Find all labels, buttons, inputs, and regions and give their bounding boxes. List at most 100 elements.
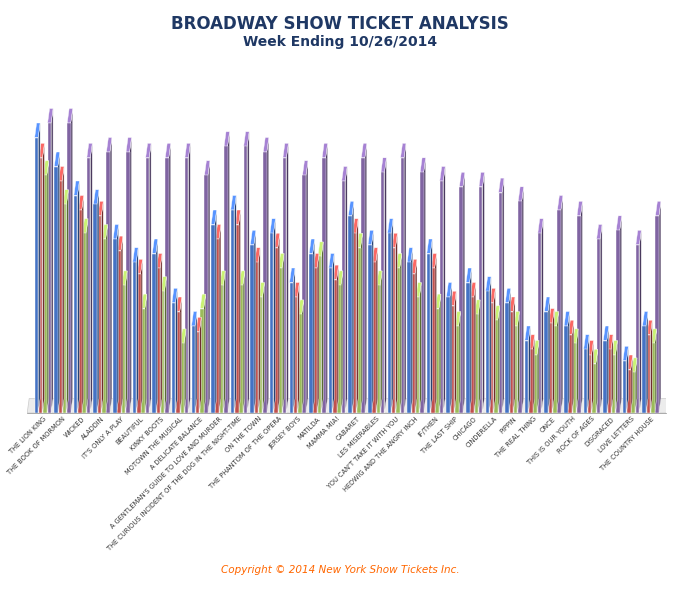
Bar <box>141 309 145 413</box>
Polygon shape <box>588 340 594 355</box>
Polygon shape <box>435 254 437 413</box>
Polygon shape <box>576 329 578 413</box>
Bar <box>205 175 208 413</box>
Polygon shape <box>616 216 622 230</box>
Bar <box>298 314 302 413</box>
Bar <box>525 340 528 413</box>
Polygon shape <box>470 268 471 413</box>
Polygon shape <box>180 329 186 343</box>
Bar <box>636 245 639 413</box>
Polygon shape <box>293 268 295 413</box>
Polygon shape <box>643 312 648 326</box>
Polygon shape <box>38 123 40 413</box>
Bar <box>185 158 188 413</box>
Polygon shape <box>564 312 570 326</box>
Polygon shape <box>333 254 335 413</box>
Polygon shape <box>146 143 151 158</box>
Polygon shape <box>58 152 60 413</box>
Polygon shape <box>583 335 589 349</box>
Bar <box>475 314 478 413</box>
Polygon shape <box>243 132 249 146</box>
Polygon shape <box>471 283 476 297</box>
Polygon shape <box>122 271 127 286</box>
Bar <box>200 309 204 413</box>
Polygon shape <box>463 172 465 413</box>
Bar <box>78 210 82 413</box>
Polygon shape <box>420 158 426 172</box>
Polygon shape <box>303 160 308 175</box>
Polygon shape <box>607 335 613 349</box>
Bar <box>39 158 42 413</box>
Polygon shape <box>263 137 269 152</box>
Polygon shape <box>67 109 73 123</box>
Polygon shape <box>415 283 422 297</box>
Polygon shape <box>371 230 373 413</box>
Bar <box>415 297 420 413</box>
Polygon shape <box>98 201 103 216</box>
Polygon shape <box>82 195 84 413</box>
Bar <box>573 343 576 413</box>
Bar <box>156 268 160 413</box>
Polygon shape <box>294 283 299 297</box>
Polygon shape <box>460 172 465 187</box>
Bar <box>328 268 333 413</box>
Bar <box>505 303 509 413</box>
Bar <box>283 158 286 413</box>
Polygon shape <box>489 277 491 413</box>
Polygon shape <box>568 320 574 335</box>
Polygon shape <box>341 271 343 413</box>
Polygon shape <box>78 195 84 210</box>
Polygon shape <box>231 195 236 210</box>
Bar <box>372 262 376 413</box>
Polygon shape <box>415 259 417 413</box>
Polygon shape <box>208 160 210 413</box>
Polygon shape <box>623 346 628 361</box>
Bar <box>564 326 568 413</box>
Bar <box>259 297 262 413</box>
Bar <box>192 326 195 413</box>
Polygon shape <box>130 137 131 413</box>
Bar <box>294 297 297 413</box>
Polygon shape <box>494 289 496 413</box>
Polygon shape <box>322 242 323 413</box>
Bar <box>577 216 581 413</box>
Bar <box>545 312 548 413</box>
Polygon shape <box>185 143 190 158</box>
Bar <box>146 158 149 413</box>
Polygon shape <box>626 346 628 413</box>
Polygon shape <box>262 283 265 413</box>
Polygon shape <box>360 233 362 413</box>
Polygon shape <box>283 143 288 158</box>
Polygon shape <box>192 312 197 326</box>
Bar <box>82 233 86 413</box>
Polygon shape <box>592 349 598 363</box>
Polygon shape <box>337 271 343 286</box>
Polygon shape <box>90 143 92 413</box>
Polygon shape <box>377 271 382 286</box>
Polygon shape <box>631 355 632 413</box>
Polygon shape <box>514 312 520 326</box>
Bar <box>231 210 234 413</box>
Bar <box>176 312 180 413</box>
Polygon shape <box>278 233 279 413</box>
Bar <box>165 158 169 413</box>
Polygon shape <box>603 326 609 340</box>
Polygon shape <box>274 233 279 248</box>
Text: BROADWAY SHOW TICKET ANALYSIS: BROADWAY SHOW TICKET ANALYSIS <box>171 15 509 33</box>
Polygon shape <box>220 271 225 286</box>
Polygon shape <box>176 297 182 312</box>
Polygon shape <box>290 268 295 283</box>
Polygon shape <box>411 259 417 274</box>
Polygon shape <box>552 309 554 413</box>
Polygon shape <box>273 219 275 413</box>
Polygon shape <box>86 219 88 413</box>
Bar <box>133 262 136 413</box>
Bar <box>479 187 483 413</box>
Text: Week Ending 10/26/2014: Week Ending 10/26/2014 <box>243 35 437 50</box>
Polygon shape <box>239 210 241 413</box>
Bar <box>44 175 47 413</box>
Polygon shape <box>337 265 339 413</box>
Polygon shape <box>588 335 589 413</box>
Bar <box>427 254 430 413</box>
Polygon shape <box>243 271 245 413</box>
